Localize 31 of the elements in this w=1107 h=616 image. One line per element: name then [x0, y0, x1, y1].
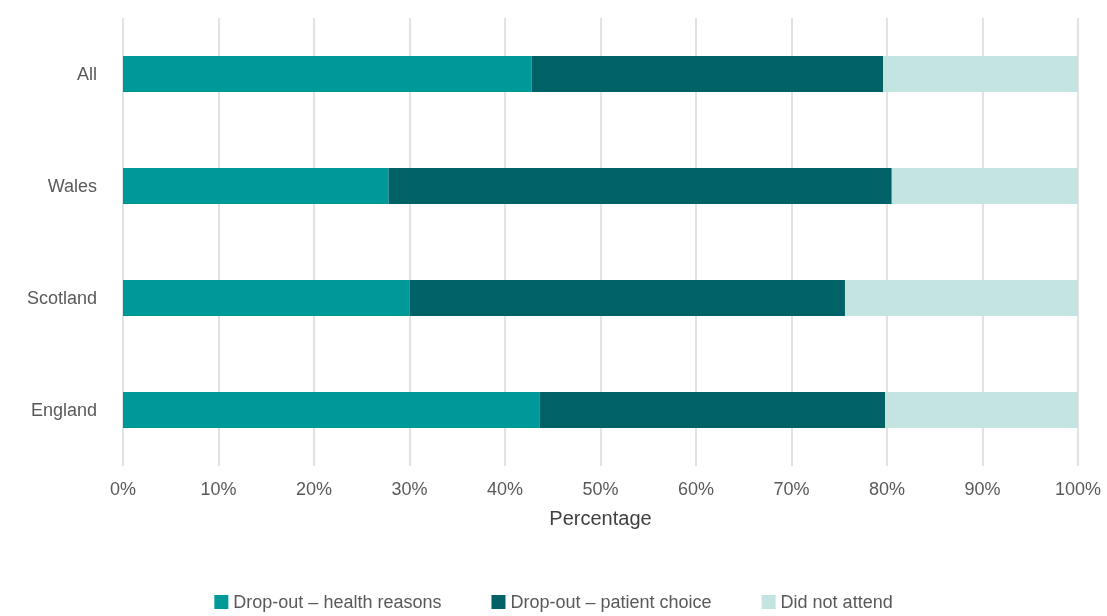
bar: [844, 280, 1078, 316]
bar: [891, 168, 1078, 204]
bar: [388, 168, 892, 204]
legend-label: Drop-out – patient choice: [510, 592, 712, 612]
y-tick-label: Scotland: [26, 288, 97, 308]
legend-label: Did not attend: [780, 592, 893, 612]
bar: [123, 280, 410, 316]
bar: [123, 168, 389, 204]
x-tick-label: 90%: [964, 479, 1001, 499]
bar: [883, 56, 1078, 92]
y-tick-label: England: [30, 400, 97, 420]
x-tick-label: 20%: [295, 479, 333, 499]
y-tick-label: Wales: [47, 176, 97, 196]
bar: [123, 56, 532, 92]
bar: [409, 280, 845, 316]
x-tick-label: 0%: [109, 479, 137, 499]
x-tick-label: 70%: [773, 479, 810, 499]
x-axis-title: Percentage: [549, 507, 652, 529]
x-tick-label: 60%: [677, 479, 715, 499]
x-tick-label: 50%: [582, 479, 619, 499]
x-tick-label: 30%: [391, 479, 428, 499]
x-tick-label: 40%: [486, 479, 524, 499]
bar: [531, 56, 884, 92]
legend-label: Drop-out – health reasons: [233, 592, 442, 612]
bar: [539, 392, 886, 428]
bar: [885, 392, 1078, 428]
bar: [123, 392, 540, 428]
y-tick-label: All: [76, 64, 97, 84]
x-tick-label: 100%: [1054, 479, 1102, 499]
x-tick-label: 80%: [868, 479, 906, 499]
x-tick-label: 10%: [200, 479, 237, 499]
